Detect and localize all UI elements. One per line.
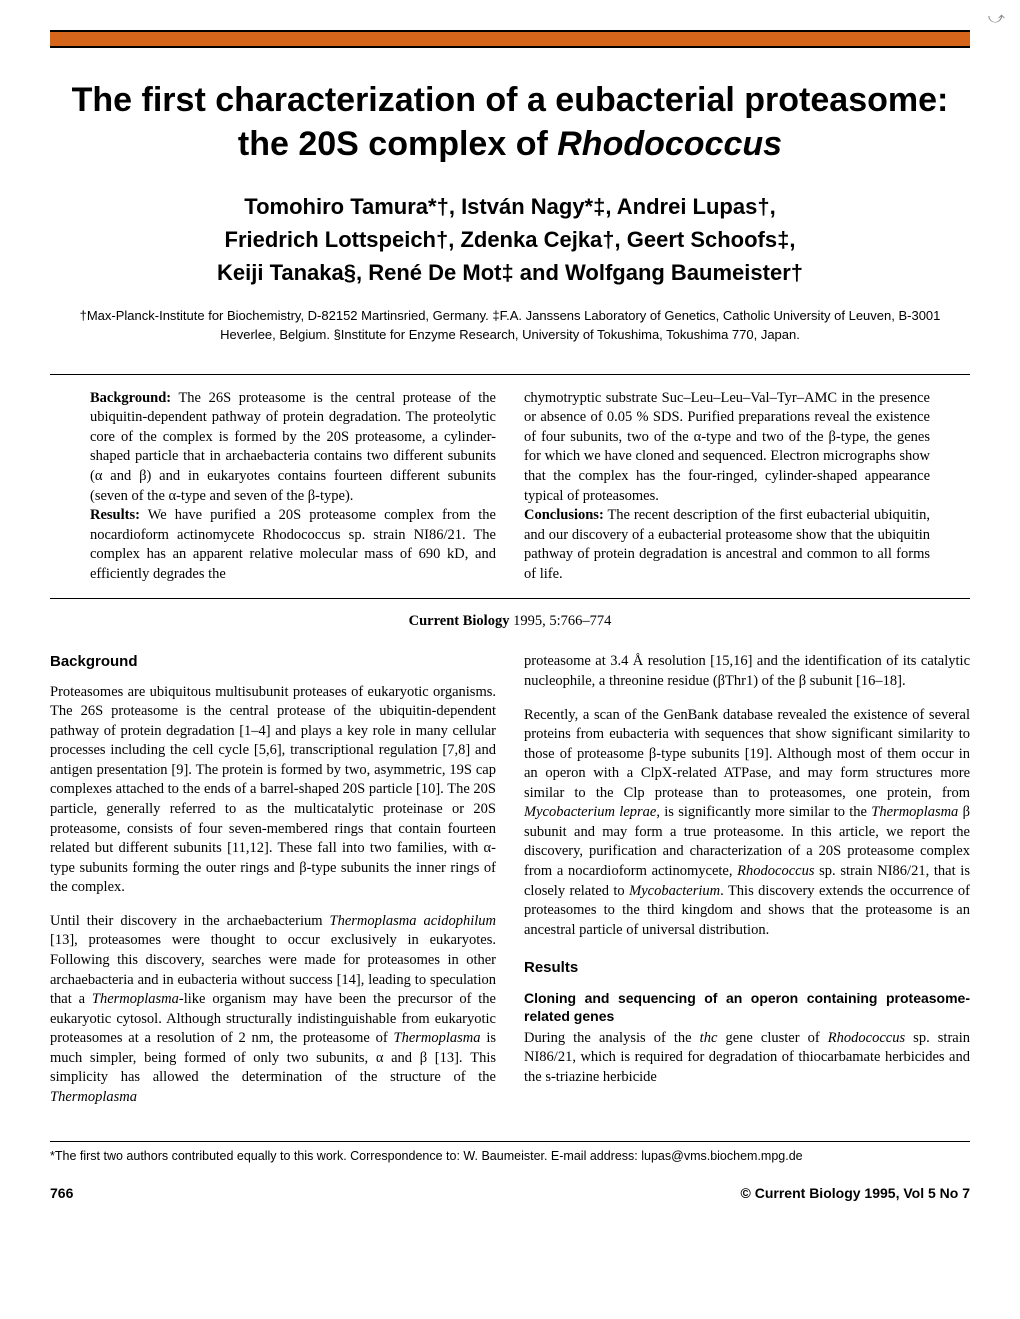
abstract-columns: Background: The 26S proteasome is the ce… xyxy=(90,389,930,585)
rp2-i4: Mycobacterium xyxy=(629,883,720,899)
abstract-box: Background: The 26S proteasome is the ce… xyxy=(50,374,970,600)
body-col-right: proteasome at 3.4 Å resolution [15,16] a… xyxy=(524,652,970,1121)
citation-text: 1995, 5:766–774 xyxy=(509,613,611,629)
footer: 766 © Current Biology 1995, Vol 5 No 7 xyxy=(50,1185,970,1201)
background-heading: Background xyxy=(50,652,496,672)
abstract-res-italic: Rhodococcus xyxy=(262,527,340,543)
body-columns: Background Proteasomes are ubiquitous mu… xyxy=(50,652,970,1121)
rp2-b: , is significantly more similar to the xyxy=(656,804,871,820)
rp2-i3: Rhodococcus xyxy=(737,863,814,879)
abstract-col2-a: chymotryptic substrate Suc–Leu–Leu–Val–T… xyxy=(524,390,930,504)
abstract-res-label: Results: xyxy=(90,507,140,523)
rp3-a: During the analysis of the xyxy=(524,1030,700,1046)
affiliations: †Max-Planck-Institute for Biochemistry, … xyxy=(50,307,970,343)
abstract-bg-label: Background: xyxy=(90,390,171,406)
footnote-divider xyxy=(50,1141,970,1142)
results-subheading: Cloning and sequencing of an operon cont… xyxy=(524,989,970,1025)
authors-line-2: Friedrich Lottspeich†, Zdenka Cejka†, Ge… xyxy=(225,227,796,252)
abstract-col-right: chymotryptic substrate Suc–Leu–Leu–Val–T… xyxy=(524,389,930,585)
accent-bar xyxy=(50,30,970,48)
lp2-a: Until their discovery in the archaebacte… xyxy=(50,913,330,929)
authors-block: Tomohiro Tamura*†, István Nagy*‡, Andrei… xyxy=(50,190,970,289)
lp2-i2: Thermoplasma xyxy=(92,991,179,1007)
citation: Current Biology 1995, 5:766–774 xyxy=(50,613,970,630)
title-line-2a: the 20S complex of xyxy=(238,125,557,163)
rp2-i2: Thermoplasma xyxy=(871,804,958,820)
left-para-2: Until their discovery in the archaebacte… xyxy=(50,912,496,1108)
abstract-col-left: Background: The 26S proteasome is the ce… xyxy=(90,389,496,585)
footnote: *The first two authors contributed equal… xyxy=(50,1148,970,1164)
title-line-1: The first characterization of a eubacter… xyxy=(72,81,949,119)
lp2-i3: Thermoplasma xyxy=(394,1030,481,1046)
right-para-2: Recently, a scan of the GenBank database… xyxy=(524,706,970,941)
lp2-i1: Thermoplasma acidophilum xyxy=(330,913,497,929)
copyright: © Current Biology 1995, Vol 5 No 7 xyxy=(741,1185,970,1201)
right-para-1: proteasome at 3.4 Å resolution [15,16] a… xyxy=(524,652,970,691)
body-col-left: Background Proteasomes are ubiquitous mu… xyxy=(50,652,496,1121)
authors-line-3: Keiji Tanaka§, René De Mot‡ and Wolfgang… xyxy=(217,260,803,285)
authors-line-1: Tomohiro Tamura*†, István Nagy*‡, Andrei… xyxy=(244,194,775,219)
rp3-i1: thc xyxy=(700,1030,718,1046)
citation-journal: Current Biology xyxy=(409,613,510,629)
page-corner-icon: ⤻ xyxy=(988,10,1005,28)
abstract-bg-text: The 26S proteasome is the central protea… xyxy=(90,390,496,504)
rp2-a: Recently, a scan of the GenBank database… xyxy=(524,707,970,801)
rp3-b: gene cluster of xyxy=(717,1030,827,1046)
article-title: The first characterization of a eubacter… xyxy=(50,78,970,166)
lp2-i4: Thermoplasma xyxy=(50,1089,137,1105)
abstract-concl-label: Conclusions: xyxy=(524,507,604,523)
rp3-i2: Rhodococcus xyxy=(828,1030,905,1046)
left-para-1: Proteasomes are ubiquitous multisubunit … xyxy=(50,683,496,898)
rp2-i1: Mycobacterium leprae xyxy=(524,804,656,820)
title-line-2b: Rhodococcus xyxy=(557,125,782,163)
right-para-3: During the analysis of the thc gene clus… xyxy=(524,1029,970,1088)
results-heading: Results xyxy=(524,958,970,978)
page-number: 766 xyxy=(50,1185,73,1201)
